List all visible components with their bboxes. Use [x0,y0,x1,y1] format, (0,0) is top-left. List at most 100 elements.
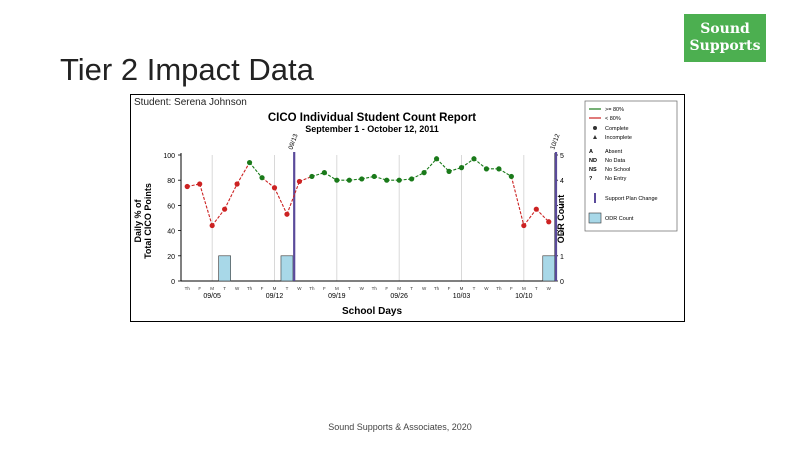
chart-subtitle: September 1 - October 12, 2011 [305,124,439,134]
day-letter: F [323,286,326,291]
y-tick-label: 80 [167,178,175,185]
day-letter: Th [247,286,253,291]
series-line-segment [423,158,437,174]
day-letter: T [473,286,476,291]
series-line-segment [274,187,288,215]
data-point [296,178,303,185]
series-line-segment [199,183,213,226]
brand-logo-text: Sound Supports [689,21,761,54]
data-point [533,206,539,212]
cico-chart-frame: Student: Serena Johnson CICO Individual … [130,94,685,322]
legend-box [584,100,678,232]
day-letter: F [261,286,264,291]
data-point [396,177,402,183]
y-tick-label: 60 [167,203,175,210]
phase-change-label: 09/13 [288,133,300,151]
day-letter: Th [496,286,502,291]
odr-bar [218,255,231,282]
legend-code-text: No Entry [605,176,627,182]
data-point [334,177,340,183]
day-letter: W [422,286,427,291]
odr-bar [280,255,294,282]
slide-footer: Sound Supports & Associates, 2020 [328,422,472,432]
data-point [471,156,477,162]
date-label: 10/10 [515,293,533,300]
day-letter: Th [434,286,440,291]
data-point [222,206,228,212]
y-axis-label-line1: Daily % of [133,198,143,242]
date-label: 09/12 [266,293,284,300]
data-point [321,170,327,176]
legend-code: ND [589,158,597,164]
date-label: 10/03 [453,293,471,300]
y-tick-label: 40 [167,229,175,236]
x-axis-label: School Days [342,306,402,317]
data-point [546,219,552,225]
day-letter: Th [185,286,191,291]
series-line-segment [211,208,226,226]
data-point [234,181,240,187]
day-letter: W [484,286,489,291]
day-letter: M [397,286,401,291]
y2-tick-label: 0 [560,279,564,286]
day-letter: M [460,286,464,291]
plot-area: 0 20 40 60 80 100 0 1 2 3 4 5 09/13 10/12 Th F M T W Th F M T W… [163,133,564,300]
day-letter: T [223,286,226,291]
day-letter: M [522,286,526,291]
chart-title: CICO Individual Student Count Report [268,112,476,124]
cico-chart: Student: Serena Johnson CICO Individual … [133,97,678,317]
data-point [458,165,465,171]
series-line-segment [249,162,263,179]
brand-logo: Sound Supports [684,14,766,62]
legend-code-text: Absent [605,149,623,155]
day-letter: M [335,286,339,291]
y-tick-label: 20 [167,254,175,261]
y-axis-label-line2: Total CICO Points [143,183,153,259]
data-point [209,222,215,229]
day-letter: F [385,286,388,291]
data-point [409,176,415,182]
legend-odr-swatch [588,212,602,224]
legend-incomplete: Incomplete [605,135,632,141]
student-label: Student: Serena Johnson [134,97,247,108]
chart-legend: >= 80% < 80% Complete Incomplete A Absent ND No… [584,100,678,232]
date-label: 09/19 [328,293,346,300]
slide-title: Tier 2 Impact Data [60,52,314,87]
data-point [284,211,290,217]
legend-incomplete-marker [593,135,597,139]
day-letter: T [348,286,351,291]
odr-bar [542,255,556,282]
data-point [508,173,514,180]
legend-complete: Complete [605,126,629,132]
data-point [496,166,502,172]
day-letter: W [235,286,240,291]
y2-axis-label: ODR Count [556,195,566,244]
data-point [384,177,390,183]
series-line-segment [286,181,300,215]
day-letter: Th [309,286,315,291]
data-point [521,222,527,229]
series-line-segment [510,176,525,226]
y2-tick-label: 4 [560,178,564,185]
series-line-segment [236,162,251,185]
y2-tick-label: 1 [560,254,564,261]
data-point [197,181,203,187]
series-line-segment [473,158,487,170]
legend-complete-marker [593,126,597,130]
day-letter: W [547,286,552,291]
day-letter: F [448,286,451,291]
day-letter: M [273,286,277,291]
series-line-segment [535,208,550,223]
day-letter: Th [372,286,378,291]
day-letter: M [210,286,214,291]
series-line-segment [261,177,275,189]
legend-code: A [589,149,593,155]
data-point [246,159,253,166]
phase-change-label: 10/12 [549,133,561,151]
legend-below: < 80% [605,116,621,122]
day-letter: F [198,286,201,291]
date-label: 09/05 [203,293,221,300]
day-letter: W [360,286,365,291]
data-point [371,173,377,180]
legend-phase: Support Plan Change [605,196,658,202]
